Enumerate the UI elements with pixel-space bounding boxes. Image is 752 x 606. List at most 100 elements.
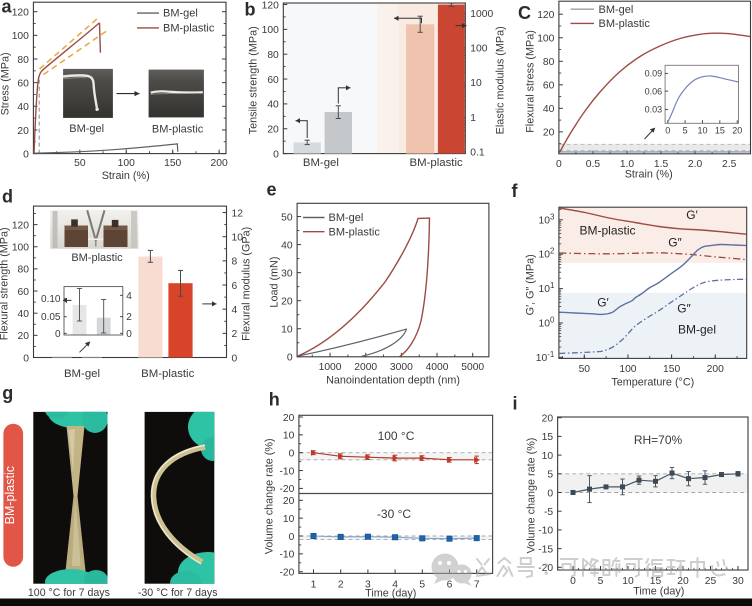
svg-text:80: 80 [18,265,30,276]
svg-text:40: 40 [17,102,29,113]
svg-text:120: 120 [262,0,279,11]
svg-text:5: 5 [598,576,604,587]
svg-text:0: 0 [289,532,295,543]
svg-text:-20: -20 [538,563,553,574]
svg-text:-30 °C: -30 °C [377,507,411,521]
svg-text:0: 0 [126,329,132,340]
svg-text:120: 120 [12,220,29,231]
svg-text:50: 50 [579,364,591,375]
svg-text:80: 80 [17,55,29,66]
svg-text:40: 40 [18,309,30,320]
svg-text:120: 120 [12,8,29,19]
svg-text:60: 60 [18,287,30,298]
svg-text:5: 5 [547,470,553,481]
svg-text:1.0: 1.0 [620,159,635,170]
svg-text:BM-plastic: BM-plastic [329,226,381,238]
svg-text:-20: -20 [280,484,295,495]
svg-text:1: 1 [470,113,476,124]
svg-text:15: 15 [715,125,725,135]
svg-text:10: 10 [283,514,295,525]
svg-text:100 °C: 100 °C [378,429,415,443]
svg-text:0.05: 0.05 [41,312,61,323]
svg-text:Stress (MPa): Stress (MPa) [0,52,12,115]
svg-text:40: 40 [267,100,279,111]
svg-text:80: 80 [543,57,555,68]
svg-text:4: 4 [392,579,398,590]
svg-text:-5: -5 [544,507,553,518]
svg-text:6: 6 [232,281,238,292]
svg-text:100: 100 [118,158,135,169]
svg-text:G′, G″ (MPa): G′, G″ (MPa) [525,254,537,315]
svg-text:0: 0 [547,488,553,499]
svg-text:G′: G′ [686,208,698,222]
svg-text:Flexural strength (MPa): Flexural strength (MPa) [0,227,11,340]
svg-text:1: 1 [311,579,317,590]
svg-text:0: 0 [289,449,295,460]
svg-text:BM-gel: BM-gel [69,123,104,135]
svg-text:10: 10 [281,325,293,336]
svg-text:2: 2 [232,329,238,340]
svg-text:BM-gel: BM-gel [678,323,716,337]
svg-text:0: 0 [23,149,29,160]
svg-text:-10: -10 [280,466,295,477]
svg-text:100 °C for 7 days: 100 °C for 7 days [28,587,110,599]
svg-text:2.5: 2.5 [722,159,737,170]
svg-text:-20: -20 [280,568,295,579]
svg-text:8: 8 [232,257,238,268]
svg-text:10: 10 [697,125,707,135]
svg-text:-15: -15 [538,544,553,555]
svg-text:BM-plastic: BM-plastic [71,252,123,264]
svg-text:100: 100 [12,31,29,42]
svg-text:0.10: 0.10 [41,294,61,305]
svg-text:Strain (%): Strain (%) [625,168,673,180]
svg-text:15: 15 [542,432,554,443]
svg-text:Strain (%): Strain (%) [102,170,150,182]
svg-text:b: b [245,0,256,20]
svg-text:15: 15 [650,576,662,587]
svg-text:120: 120 [537,10,554,21]
svg-text:0: 0 [273,149,279,160]
svg-text:BM-plastic: BM-plastic [141,368,194,380]
svg-text:20: 20 [267,125,279,136]
svg-text:2: 2 [338,579,344,590]
svg-text:100: 100 [470,44,487,55]
svg-text:10: 10 [232,233,244,244]
svg-text:f: f [512,181,519,201]
svg-text:BM-plastic: BM-plastic [599,18,651,30]
svg-text:1000: 1000 [470,9,493,20]
svg-text:0.5: 0.5 [586,159,601,170]
svg-text:10: 10 [622,576,634,587]
svg-text:C: C [518,3,531,23]
svg-text:20: 20 [17,126,29,137]
svg-text:Nanoindentation depth (nm): Nanoindentation depth (nm) [326,374,460,386]
svg-text:80: 80 [267,50,279,61]
svg-text:BM-plastic: BM-plastic [163,22,215,34]
svg-text:4: 4 [126,291,132,302]
svg-text:20: 20 [18,331,30,342]
svg-text:-10: -10 [280,550,295,561]
svg-text:20: 20 [732,125,742,135]
svg-text:a: a [1,0,12,17]
svg-text:Time (day): Time (day) [365,587,416,599]
svg-text:20: 20 [283,496,295,507]
svg-text:d: d [2,187,13,207]
svg-text:0.06: 0.06 [645,86,663,96]
svg-text:200: 200 [707,364,724,375]
svg-text:200: 200 [211,158,228,169]
svg-text:40: 40 [543,104,555,115]
svg-text:150: 150 [164,158,181,169]
svg-text:4000: 4000 [426,362,449,373]
svg-text:50: 50 [281,212,293,223]
svg-text:100: 100 [537,34,554,45]
svg-text:4: 4 [232,305,238,316]
svg-text:60: 60 [17,78,29,89]
svg-text:0: 0 [232,353,238,364]
svg-text:20: 20 [542,414,554,425]
svg-text:RH=70%: RH=70% [634,433,683,447]
svg-text:BM-gel: BM-gel [303,157,339,169]
svg-text:h: h [269,390,280,410]
svg-text:-30 °C for 7 days: -30 °C for 7 days [138,587,218,599]
svg-text:10: 10 [542,451,554,462]
svg-text:2: 2 [126,312,132,323]
svg-text:100: 100 [12,243,29,254]
